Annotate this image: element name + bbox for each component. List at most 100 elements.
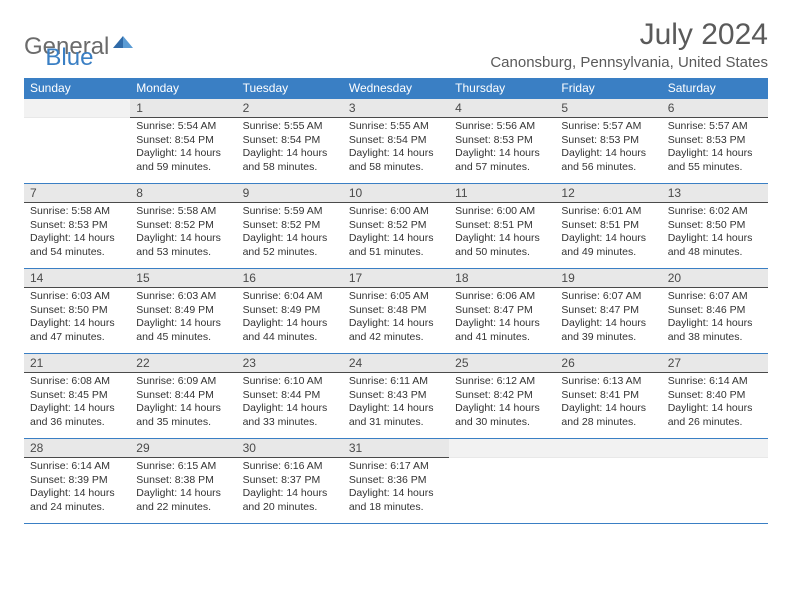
- sunrise-line: Sunrise: 5:58 AM: [30, 205, 124, 219]
- sunrise-line: Sunrise: 6:13 AM: [561, 375, 655, 389]
- day-content: Sunrise: 6:10 AMSunset: 8:44 PMDaylight:…: [237, 373, 343, 439]
- day-content: Sunrise: 5:54 AMSunset: 8:54 PMDaylight:…: [130, 118, 236, 184]
- day-number: 23: [237, 354, 343, 373]
- sunrise-line: Sunrise: 6:12 AM: [455, 375, 549, 389]
- daylight-line: Daylight: 14 hours and 38 minutes.: [668, 317, 762, 344]
- sunset-line: Sunset: 8:43 PM: [349, 389, 443, 403]
- empty-cell: [449, 439, 555, 458]
- sunset-line: Sunset: 8:48 PM: [349, 304, 443, 318]
- daylight-line: Daylight: 14 hours and 45 minutes.: [136, 317, 230, 344]
- sunset-line: Sunset: 8:53 PM: [561, 134, 655, 148]
- logo: General Blue: [24, 18, 93, 72]
- sunrise-line: Sunrise: 6:10 AM: [243, 375, 337, 389]
- sunset-line: Sunset: 8:52 PM: [243, 219, 337, 233]
- day-content: Sunrise: 6:09 AMSunset: 8:44 PMDaylight:…: [130, 373, 236, 439]
- week-daynum-row: 28293031: [24, 439, 768, 458]
- sunrise-line: Sunrise: 6:00 AM: [349, 205, 443, 219]
- empty-cell: [662, 458, 768, 524]
- daylight-line: Daylight: 14 hours and 31 minutes.: [349, 402, 443, 429]
- sunset-line: Sunset: 8:52 PM: [349, 219, 443, 233]
- empty-cell: [662, 439, 768, 458]
- daylight-line: Daylight: 14 hours and 52 minutes.: [243, 232, 337, 259]
- daylight-line: Daylight: 14 hours and 35 minutes.: [136, 402, 230, 429]
- sunset-line: Sunset: 8:53 PM: [455, 134, 549, 148]
- day-content: Sunrise: 6:02 AMSunset: 8:50 PMDaylight:…: [662, 203, 768, 269]
- sunrise-line: Sunrise: 6:02 AM: [668, 205, 762, 219]
- daylight-line: Daylight: 14 hours and 55 minutes.: [668, 147, 762, 174]
- daylight-line: Daylight: 14 hours and 20 minutes.: [243, 487, 337, 514]
- day-number: 6: [662, 99, 768, 118]
- sunrise-line: Sunrise: 6:01 AM: [561, 205, 655, 219]
- sunset-line: Sunset: 8:49 PM: [243, 304, 337, 318]
- day-number: 9: [237, 184, 343, 203]
- daylight-line: Daylight: 14 hours and 44 minutes.: [243, 317, 337, 344]
- day-number: 8: [130, 184, 236, 203]
- dow-cell: Sunday: [24, 78, 130, 99]
- sunset-line: Sunset: 8:44 PM: [136, 389, 230, 403]
- sunset-line: Sunset: 8:41 PM: [561, 389, 655, 403]
- day-number: 2: [237, 99, 343, 118]
- sunset-line: Sunset: 8:39 PM: [30, 474, 124, 488]
- week-content-row: Sunrise: 6:14 AMSunset: 8:39 PMDaylight:…: [24, 458, 768, 524]
- sunset-line: Sunset: 8:50 PM: [668, 219, 762, 233]
- sunset-line: Sunset: 8:51 PM: [561, 219, 655, 233]
- dow-cell: Thursday: [449, 78, 555, 99]
- sunset-line: Sunset: 8:53 PM: [668, 134, 762, 148]
- sunrise-line: Sunrise: 5:54 AM: [136, 120, 230, 134]
- day-content: Sunrise: 6:03 AMSunset: 8:50 PMDaylight:…: [24, 288, 130, 354]
- sunset-line: Sunset: 8:47 PM: [561, 304, 655, 318]
- day-content: Sunrise: 6:12 AMSunset: 8:42 PMDaylight:…: [449, 373, 555, 439]
- sunset-line: Sunset: 8:54 PM: [349, 134, 443, 148]
- empty-cell: [449, 458, 555, 524]
- empty-cell: [24, 118, 130, 184]
- sunset-line: Sunset: 8:45 PM: [30, 389, 124, 403]
- week-daynum-row: 14151617181920: [24, 269, 768, 288]
- day-content: Sunrise: 6:06 AMSunset: 8:47 PMDaylight:…: [449, 288, 555, 354]
- dow-cell: Friday: [555, 78, 661, 99]
- sunrise-line: Sunrise: 6:07 AM: [668, 290, 762, 304]
- sunset-line: Sunset: 8:36 PM: [349, 474, 443, 488]
- day-number: 21: [24, 354, 130, 373]
- daylight-line: Daylight: 14 hours and 36 minutes.: [30, 402, 124, 429]
- day-content: Sunrise: 5:57 AMSunset: 8:53 PMDaylight:…: [662, 118, 768, 184]
- sunset-line: Sunset: 8:50 PM: [30, 304, 124, 318]
- sunrise-line: Sunrise: 6:00 AM: [455, 205, 549, 219]
- sunrise-line: Sunrise: 6:15 AM: [136, 460, 230, 474]
- dow-cell: Monday: [130, 78, 236, 99]
- day-content: Sunrise: 5:56 AMSunset: 8:53 PMDaylight:…: [449, 118, 555, 184]
- sunset-line: Sunset: 8:54 PM: [136, 134, 230, 148]
- daylight-line: Daylight: 14 hours and 56 minutes.: [561, 147, 655, 174]
- sunrise-line: Sunrise: 6:17 AM: [349, 460, 443, 474]
- daylight-line: Daylight: 14 hours and 26 minutes.: [668, 402, 762, 429]
- day-content: Sunrise: 5:57 AMSunset: 8:53 PMDaylight:…: [555, 118, 661, 184]
- day-number: 22: [130, 354, 236, 373]
- week-daynum-row: 21222324252627: [24, 354, 768, 373]
- day-content: Sunrise: 6:07 AMSunset: 8:46 PMDaylight:…: [662, 288, 768, 354]
- sunrise-line: Sunrise: 6:14 AM: [668, 375, 762, 389]
- sunset-line: Sunset: 8:46 PM: [668, 304, 762, 318]
- day-content: Sunrise: 5:55 AMSunset: 8:54 PMDaylight:…: [237, 118, 343, 184]
- daylight-line: Daylight: 14 hours and 49 minutes.: [561, 232, 655, 259]
- day-number: 18: [449, 269, 555, 288]
- sunset-line: Sunset: 8:38 PM: [136, 474, 230, 488]
- week-daynum-row: 123456: [24, 99, 768, 118]
- dow-cell: Saturday: [662, 78, 768, 99]
- sunset-line: Sunset: 8:52 PM: [136, 219, 230, 233]
- day-number: 4: [449, 99, 555, 118]
- day-number: 17: [343, 269, 449, 288]
- sunset-line: Sunset: 8:51 PM: [455, 219, 549, 233]
- daylight-line: Daylight: 14 hours and 28 minutes.: [561, 402, 655, 429]
- sunset-line: Sunset: 8:44 PM: [243, 389, 337, 403]
- sunrise-line: Sunrise: 6:03 AM: [30, 290, 124, 304]
- sunrise-line: Sunrise: 5:59 AM: [243, 205, 337, 219]
- day-content: Sunrise: 5:55 AMSunset: 8:54 PMDaylight:…: [343, 118, 449, 184]
- day-content: Sunrise: 6:05 AMSunset: 8:48 PMDaylight:…: [343, 288, 449, 354]
- daylight-line: Daylight: 14 hours and 57 minutes.: [455, 147, 549, 174]
- day-content: Sunrise: 6:03 AMSunset: 8:49 PMDaylight:…: [130, 288, 236, 354]
- sunrise-line: Sunrise: 5:57 AM: [561, 120, 655, 134]
- day-content: Sunrise: 6:17 AMSunset: 8:36 PMDaylight:…: [343, 458, 449, 524]
- day-content: Sunrise: 6:00 AMSunset: 8:52 PMDaylight:…: [343, 203, 449, 269]
- day-number: 16: [237, 269, 343, 288]
- day-number: 25: [449, 354, 555, 373]
- day-content: Sunrise: 5:58 AMSunset: 8:53 PMDaylight:…: [24, 203, 130, 269]
